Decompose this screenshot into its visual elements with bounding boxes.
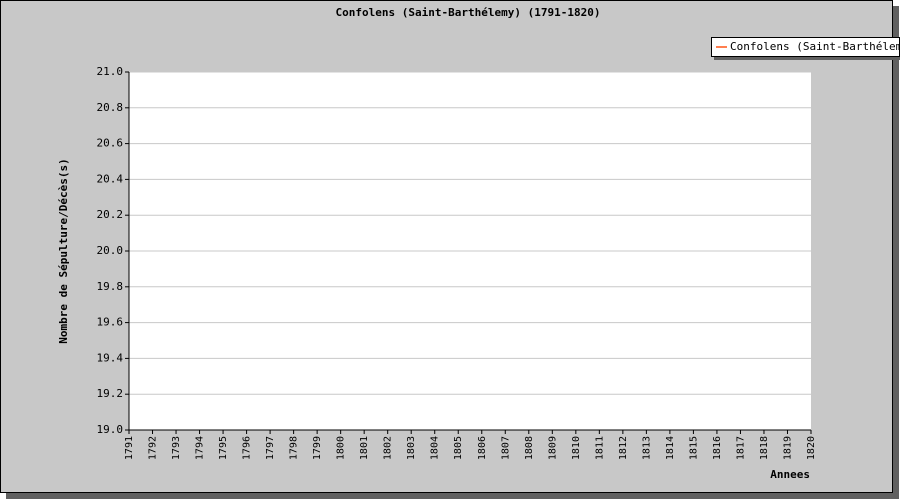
x-tick-label: 1806 [477, 436, 488, 460]
x-tick-label: 1804 [430, 436, 441, 460]
x-tick-label: 1812 [618, 436, 629, 460]
x-tick-label: 1808 [524, 436, 535, 460]
x-tick-label: 1803 [406, 436, 417, 460]
x-tick-label: 1792 [148, 436, 159, 460]
x-tick-label: 1809 [547, 436, 558, 460]
x-axis-label: Annees [770, 468, 810, 481]
legend-label: Confolens (Saint-Barthélemy) [730, 40, 900, 53]
y-tick-label: 20.6 [97, 137, 124, 150]
x-tick-label: 1810 [571, 436, 582, 460]
x-tick-label: 1807 [500, 436, 511, 460]
chart-title: Confolens (Saint-Barthélemy) (1791-1820) [336, 6, 601, 19]
y-tick-label: 19.0 [97, 423, 124, 436]
x-tick-label: 1801 [359, 436, 370, 460]
y-axis-label: Nombre de Sépulture/Décès(s) [57, 158, 70, 343]
y-tick-label: 20.8 [97, 101, 124, 114]
y-tick-label: 20.4 [97, 172, 124, 185]
y-tick-label: 19.2 [97, 387, 124, 400]
x-tick-label: 1815 [688, 436, 699, 460]
y-tick-label: 20.0 [97, 244, 124, 257]
x-tick-label: 1814 [665, 436, 676, 460]
x-tick-label: 1797 [265, 436, 276, 460]
y-tick-label: 21.0 [97, 65, 124, 78]
x-tick-label: 1819 [782, 436, 793, 460]
x-tick-label: 1796 [242, 436, 253, 460]
x-tick-label: 1791 [124, 436, 135, 460]
x-tick-label: 1820 [806, 436, 817, 460]
x-tick-label: 1793 [171, 436, 182, 460]
x-tick-label: 1818 [759, 436, 770, 460]
x-tick-label: 1817 [735, 436, 746, 460]
x-tick-label: 1805 [453, 436, 464, 460]
x-tick-label: 1795 [218, 436, 229, 460]
x-tick-label: 1802 [383, 436, 394, 460]
x-tick-label: 1813 [641, 436, 652, 460]
y-tick-label: 20.2 [97, 208, 124, 221]
y-tick-label: 19.6 [97, 316, 124, 329]
y-tick-label: 19.4 [97, 351, 124, 364]
x-tick-label: 1799 [312, 436, 323, 460]
x-tick-label: 1800 [336, 436, 347, 460]
x-tick-label: 1798 [289, 436, 300, 460]
x-tick-label: 1816 [712, 436, 723, 460]
x-tick-label: 1811 [594, 436, 605, 460]
y-tick-label: 19.8 [97, 280, 124, 293]
x-tick-label: 1794 [195, 436, 206, 460]
